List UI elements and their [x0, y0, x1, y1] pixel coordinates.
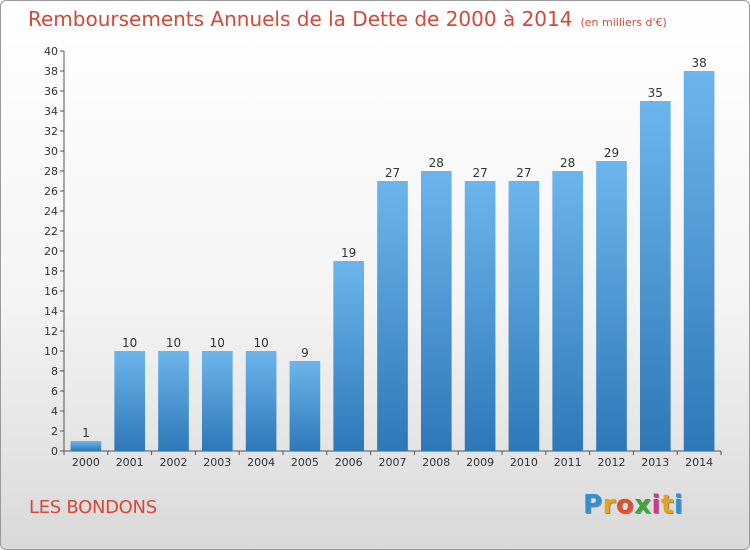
logo-letter: x — [634, 490, 652, 520]
bar-2002 — [158, 351, 189, 451]
logo-letter: i — [651, 490, 661, 520]
data-label-2010: 27 — [516, 166, 531, 180]
logo-letter: t — [660, 490, 674, 520]
bar-2000 — [70, 441, 102, 451]
bar-2014 — [683, 71, 715, 451]
y-tick-label: 40 — [44, 45, 58, 58]
x-tick-label: 2002 — [160, 456, 188, 469]
axes: 0246810121416182022242628303234363840200… — [44, 45, 722, 469]
data-label-2001: 10 — [122, 336, 137, 350]
data-label-2002: 10 — [166, 336, 181, 350]
y-tick-label: 26 — [44, 185, 58, 198]
y-tick-label: 2 — [51, 425, 58, 438]
x-tick-label: 2007 — [379, 456, 407, 469]
y-tick-label: 16 — [44, 285, 58, 298]
y-tick-label: 4 — [51, 405, 58, 418]
logo-letter: o — [615, 490, 635, 520]
x-tick-label: 2000 — [72, 456, 100, 469]
data-label-2014: 38 — [691, 56, 706, 70]
y-tick-label: 34 — [44, 105, 58, 118]
y-tick-label: 0 — [51, 445, 58, 458]
data-label-2011: 28 — [560, 156, 575, 170]
x-tick-label: 2010 — [510, 456, 538, 469]
y-tick-label: 14 — [44, 305, 58, 318]
y-tick-label: 30 — [44, 145, 58, 158]
logo-letter: P — [583, 490, 603, 520]
proxiti-logo[interactable]: Proxiti — [583, 490, 683, 520]
chart-title: Remboursements Annuels de la Dette de 20… — [28, 7, 667, 31]
data-label-2012: 29 — [604, 146, 619, 160]
y-tick-label: 22 — [44, 225, 58, 238]
x-tick-label: 2003 — [203, 456, 231, 469]
y-tick-label: 38 — [44, 65, 58, 78]
title-unit: (en milliers d'€) — [580, 16, 667, 29]
title-text: Remboursements Annuels de la Dette de 20… — [28, 7, 573, 31]
x-tick-label: 2013 — [641, 456, 669, 469]
y-tick-label: 20 — [44, 245, 58, 258]
y-tick-label: 32 — [44, 125, 58, 138]
y-tick-label: 12 — [44, 325, 58, 338]
x-tick-label: 2008 — [422, 456, 450, 469]
x-tick-label: 2005 — [291, 456, 319, 469]
y-tick-label: 28 — [44, 165, 58, 178]
bar-2009 — [464, 181, 496, 451]
logo-letter: r — [602, 490, 616, 520]
x-tick-label: 2006 — [335, 456, 363, 469]
bar-2003 — [201, 351, 233, 451]
data-label-2003: 10 — [210, 336, 225, 350]
y-tick-label: 24 — [44, 205, 58, 218]
x-tick-label: 2009 — [466, 456, 494, 469]
bar-2005 — [289, 361, 321, 451]
x-tick-label: 2004 — [247, 456, 275, 469]
y-tick-label: 8 — [51, 365, 58, 378]
bar-2010 — [508, 181, 540, 451]
logo-letter: i — [673, 490, 684, 520]
bar-2007 — [377, 181, 408, 451]
bar-2006 — [333, 261, 365, 451]
x-tick-label: 2011 — [554, 456, 582, 469]
data-label-2007: 27 — [385, 166, 400, 180]
commune-name: LES BONDONS — [29, 497, 157, 518]
bar-2004 — [245, 351, 277, 451]
data-label-2005: 9 — [301, 346, 309, 360]
data-label-2000: 1 — [82, 426, 90, 440]
bar-2013 — [639, 101, 671, 451]
data-label-2013: 35 — [648, 86, 663, 100]
y-tick-label: 6 — [51, 385, 58, 398]
bar-2012 — [596, 161, 627, 451]
bar-2008 — [420, 171, 452, 451]
x-tick-label: 2014 — [685, 456, 713, 469]
y-tick-label: 18 — [44, 265, 58, 278]
y-tick-label: 10 — [44, 345, 58, 358]
data-label-2009: 27 — [472, 166, 487, 180]
x-tick-label: 2001 — [116, 456, 144, 469]
bar-2011 — [552, 171, 584, 451]
y-tick-label: 36 — [44, 85, 58, 98]
bar-2001 — [114, 351, 146, 451]
x-tick-label: 2012 — [598, 456, 626, 469]
data-label-2008: 28 — [429, 156, 444, 170]
data-label-2006: 19 — [341, 246, 356, 260]
data-label-2004: 10 — [253, 336, 268, 350]
bars: 1 10 10 10 10 9 19 27 28 27 27 28 29 35 38 — [70, 56, 715, 451]
